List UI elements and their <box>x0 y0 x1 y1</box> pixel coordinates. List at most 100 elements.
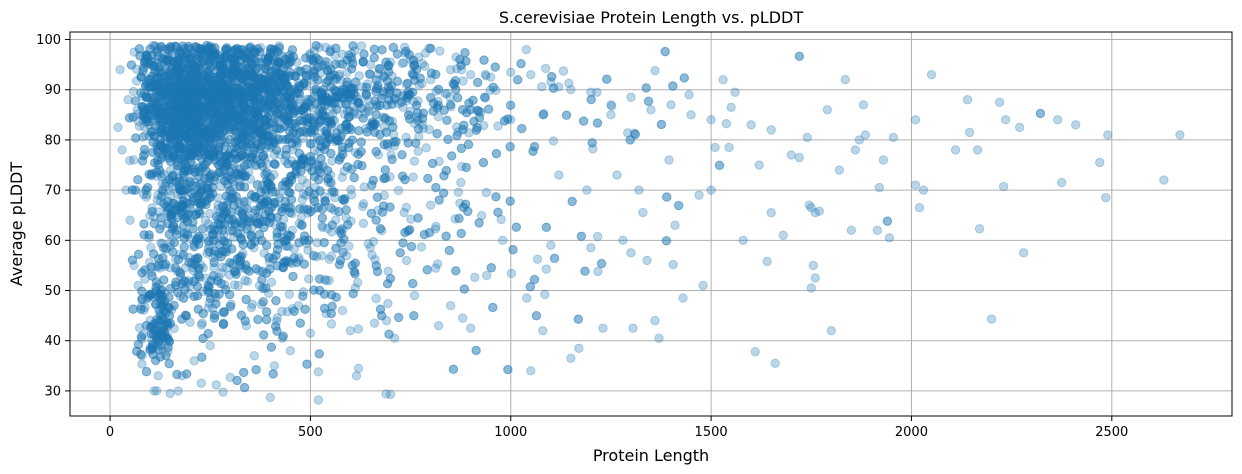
data-point <box>182 131 193 141</box>
data-point <box>146 242 156 253</box>
data-point <box>199 173 209 184</box>
data-point <box>364 106 374 117</box>
data-point <box>348 84 359 95</box>
data-point <box>178 128 189 138</box>
data-point <box>378 112 388 123</box>
data-point <box>300 304 310 315</box>
data-point <box>311 120 321 130</box>
data-point <box>548 83 559 93</box>
data-point <box>305 139 316 149</box>
data-point <box>168 61 179 71</box>
data-point <box>178 293 189 303</box>
data-point <box>834 165 845 175</box>
data-point <box>147 206 157 217</box>
data-point <box>263 177 274 188</box>
data-point <box>218 94 229 105</box>
data-point <box>298 81 309 91</box>
data-point <box>287 100 298 111</box>
data-point <box>175 81 185 92</box>
data-point <box>443 134 453 145</box>
data-point <box>593 266 603 277</box>
data-point <box>127 185 137 195</box>
data-point <box>277 333 288 343</box>
data-point <box>385 273 396 284</box>
data-point <box>241 104 251 114</box>
data-point <box>374 64 384 74</box>
data-point <box>305 50 315 60</box>
data-point <box>598 323 608 333</box>
data-point <box>371 100 381 110</box>
data-point <box>314 147 324 157</box>
data-point <box>258 283 268 294</box>
data-point <box>239 382 250 393</box>
data-point <box>167 224 177 234</box>
data-point <box>325 44 336 55</box>
data-point <box>350 46 360 56</box>
data-point <box>541 264 551 274</box>
data-point <box>480 69 491 80</box>
data-point <box>150 41 160 51</box>
data-point <box>149 386 159 396</box>
data-point <box>308 193 319 204</box>
data-point <box>284 289 295 299</box>
data-point <box>167 181 178 192</box>
data-point <box>762 256 772 267</box>
data-point <box>381 57 391 67</box>
data-point <box>278 214 289 225</box>
data-point <box>128 155 139 165</box>
data-point <box>468 95 478 105</box>
data-point <box>270 321 281 332</box>
data-point <box>309 112 320 122</box>
data-point <box>219 90 230 100</box>
data-point <box>846 225 857 235</box>
data-point <box>197 128 207 139</box>
data-point <box>317 213 328 223</box>
data-point <box>453 187 464 197</box>
data-point <box>185 317 195 327</box>
data-point <box>389 333 400 343</box>
data-point <box>446 151 457 161</box>
data-point <box>205 71 216 81</box>
data-point <box>163 57 173 68</box>
data-point <box>317 220 327 231</box>
data-point <box>337 172 348 183</box>
data-point <box>224 226 234 236</box>
data-point <box>461 162 471 173</box>
data-point <box>314 106 324 116</box>
data-point <box>351 77 361 87</box>
data-point <box>156 41 166 52</box>
data-point <box>1018 248 1029 258</box>
data-point <box>387 116 398 126</box>
data-point <box>349 172 359 183</box>
data-point <box>231 154 242 164</box>
data-point <box>486 263 496 273</box>
data-point <box>180 123 190 133</box>
data-point <box>323 223 333 234</box>
data-point <box>392 76 403 86</box>
data-point <box>226 144 236 154</box>
data-point <box>161 351 171 361</box>
data-point <box>197 352 207 362</box>
data-point <box>348 288 358 299</box>
data-point <box>302 178 312 189</box>
data-point <box>249 54 260 64</box>
data-point <box>284 132 295 142</box>
data-point <box>471 345 481 356</box>
data-point <box>217 235 227 246</box>
data-point <box>279 114 290 124</box>
data-point <box>148 338 158 349</box>
data-point <box>418 123 429 134</box>
data-point <box>405 54 416 65</box>
data-point <box>602 74 612 84</box>
data-point <box>294 218 304 229</box>
data-point <box>628 323 638 333</box>
data-point <box>369 52 379 63</box>
data-point <box>343 50 354 60</box>
data-point <box>240 96 251 106</box>
data-point <box>252 212 262 223</box>
data-point <box>129 260 139 271</box>
data-point <box>218 387 228 397</box>
data-point <box>240 116 251 126</box>
data-point <box>161 97 171 107</box>
data-point <box>121 185 131 195</box>
